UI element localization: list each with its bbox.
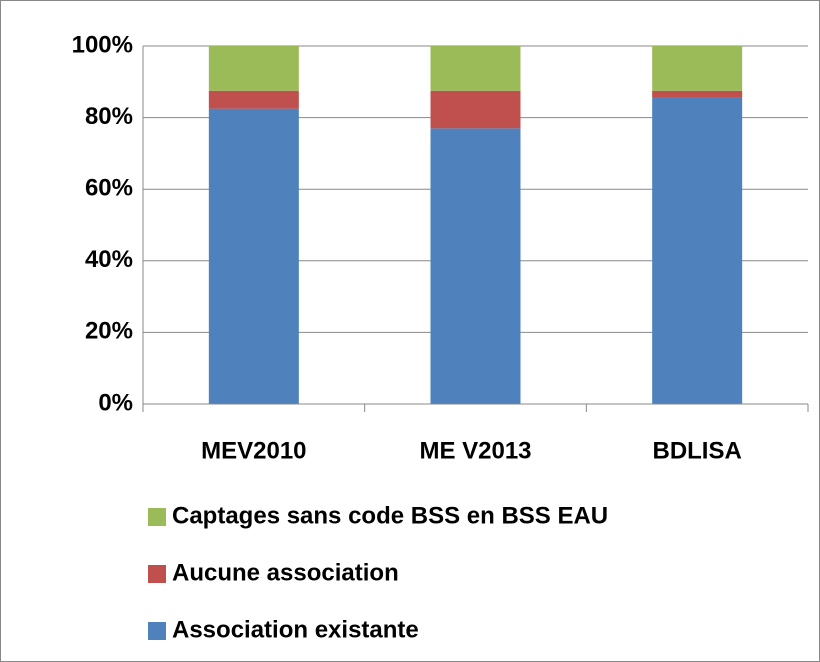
bar-segment [430,128,521,404]
y-tick-label: 0% [98,389,133,416]
y-tick-label: 80% [85,103,133,130]
legend-swatch [148,565,166,583]
y-tick-label: 100% [72,31,133,58]
y-tick-label: 60% [85,175,133,202]
bar-segment [652,90,743,98]
x-tick-label: BDLISA [652,437,741,464]
legend-label: Captages sans code BSS en BSS EAU [172,502,608,529]
y-tick-label: 20% [85,318,133,345]
bar-segment [652,46,743,91]
bar-segment [430,46,521,91]
x-tick-label: ME V2013 [419,437,531,464]
bar-segment [208,90,299,109]
bar-segment [208,46,299,91]
bar-segment [652,97,743,404]
legend-label: Aucune association [172,559,399,586]
legend-swatch [148,508,166,526]
legend-label: Association existante [172,616,419,643]
y-tick-label: 40% [85,246,133,273]
bar-segment [430,90,521,129]
x-tick-label: MEV2010 [201,437,306,464]
bar-segment [208,108,299,405]
legend-swatch [148,622,166,640]
